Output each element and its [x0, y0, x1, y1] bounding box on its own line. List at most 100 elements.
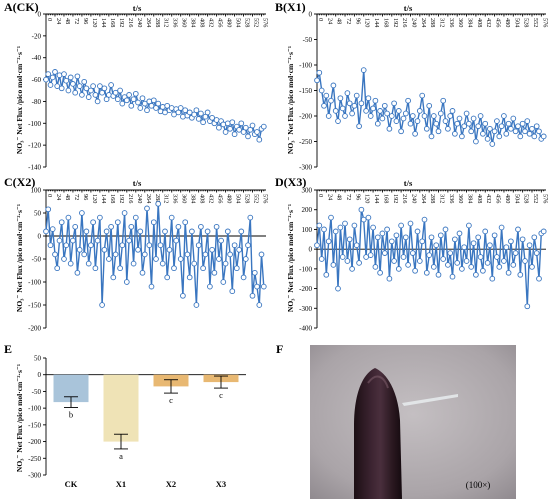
- data-point: [231, 131, 238, 138]
- x-tick-label: 552: [532, 18, 539, 27]
- x-tick-label: 192: [118, 18, 125, 27]
- data-point: [391, 100, 397, 107]
- data-point: [231, 242, 238, 249]
- x-tick-label: 384: [467, 18, 474, 28]
- x-tick-label: 240: [136, 18, 143, 27]
- data-point: [189, 228, 195, 235]
- panel-a-chart: A(CK) t/s NO₃⁻ Net Flux /pico mol·cm⁻²·s…: [4, 0, 269, 172]
- data-point: [529, 264, 535, 270]
- data-point: [473, 138, 479, 145]
- data-point: [435, 128, 442, 135]
- data-point: [141, 251, 148, 258]
- x-tick-label: 144: [100, 194, 107, 204]
- x-tick-label: 0: [317, 194, 324, 197]
- data-point: [191, 111, 198, 118]
- data-point: [491, 128, 498, 135]
- data-point: [409, 113, 416, 119]
- data-point: [238, 120, 245, 127]
- x-tick-label: 336: [172, 194, 179, 203]
- data-point: [482, 120, 489, 127]
- data-point: [229, 119, 236, 126]
- data-point: [386, 275, 393, 282]
- data-point: [114, 96, 121, 103]
- data-point: [242, 256, 249, 262]
- panel-c-x-title: t/s: [133, 178, 142, 188]
- data-point: [220, 121, 227, 128]
- panel-c-series: [43, 200, 267, 308]
- data-point: [67, 74, 74, 81]
- x-tick-label: 456: [217, 194, 224, 203]
- data-point: [466, 222, 472, 229]
- data-point: [477, 254, 484, 260]
- data-point: [508, 125, 514, 132]
- x-tick-label: 432: [208, 18, 215, 27]
- x-tick-label: 216: [401, 18, 408, 27]
- data-point: [510, 262, 517, 268]
- panel-d-series: [314, 206, 547, 310]
- category-label: X2: [166, 479, 176, 489]
- data-point: [416, 258, 423, 264]
- data-point: [204, 109, 211, 116]
- data-point: [177, 105, 184, 111]
- photo-magnification: (100×): [466, 480, 491, 490]
- data-point: [517, 133, 524, 140]
- y-tick-label: 0: [38, 371, 42, 379]
- x-tick-label: 552: [253, 194, 260, 203]
- panel-d-chart: D(X3) t/s NO₃⁻ Net Flux /pico mol·cm⁻²·s…: [275, 175, 548, 333]
- x-tick-label: 120: [91, 18, 98, 27]
- x-tick-label: 360: [457, 18, 464, 27]
- data-point: [56, 72, 63, 79]
- x-tick-label: 480: [226, 194, 233, 203]
- data-point: [388, 238, 395, 245]
- data-point: [381, 102, 388, 109]
- data-point: [159, 104, 166, 110]
- data-point: [213, 117, 220, 123]
- x-tick-label: 576: [541, 194, 548, 203]
- data-point: [522, 258, 528, 264]
- y-tick-label: -400: [299, 325, 312, 333]
- data-point: [139, 95, 146, 102]
- y-tick-label: -300: [299, 305, 312, 313]
- data-point: [367, 113, 374, 119]
- data-point: [70, 237, 76, 244]
- data-point: [130, 96, 137, 103]
- data-point: [61, 71, 67, 77]
- data-point: [58, 85, 65, 92]
- data-point: [114, 219, 121, 226]
- data-point: [123, 279, 130, 285]
- data-point: [328, 214, 334, 221]
- x-tick-label: 120: [364, 194, 371, 203]
- data-point: [501, 113, 507, 119]
- x-tick-label: 24: [326, 194, 333, 201]
- data-point: [175, 109, 182, 116]
- panel-f-label: F: [276, 342, 283, 356]
- data-point: [153, 105, 159, 111]
- data-point: [314, 242, 320, 249]
- data-point: [74, 269, 81, 276]
- data-point: [487, 125, 493, 132]
- data-point: [117, 265, 123, 272]
- data-point: [381, 250, 388, 256]
- data-point: [256, 302, 263, 308]
- data-point: [79, 210, 85, 216]
- x-tick-label: 96: [82, 18, 89, 24]
- significance-letter: a: [119, 451, 123, 461]
- data-point: [182, 107, 189, 114]
- data-point: [43, 228, 49, 235]
- data-point: [254, 129, 260, 135]
- data-point: [99, 89, 105, 96]
- data-point: [117, 87, 123, 94]
- data-point: [247, 126, 254, 133]
- data-point: [491, 232, 498, 239]
- y-tick-label: -60: [32, 76, 42, 84]
- x-tick-label: 528: [244, 194, 251, 203]
- data-point: [74, 73, 81, 80]
- data-point: [218, 237, 224, 244]
- data-point: [146, 242, 153, 249]
- data-point: [164, 102, 171, 109]
- data-point: [150, 97, 157, 104]
- y-tick-label: 200: [302, 206, 313, 214]
- x-tick-label: 384: [190, 18, 197, 28]
- data-point: [90, 219, 96, 226]
